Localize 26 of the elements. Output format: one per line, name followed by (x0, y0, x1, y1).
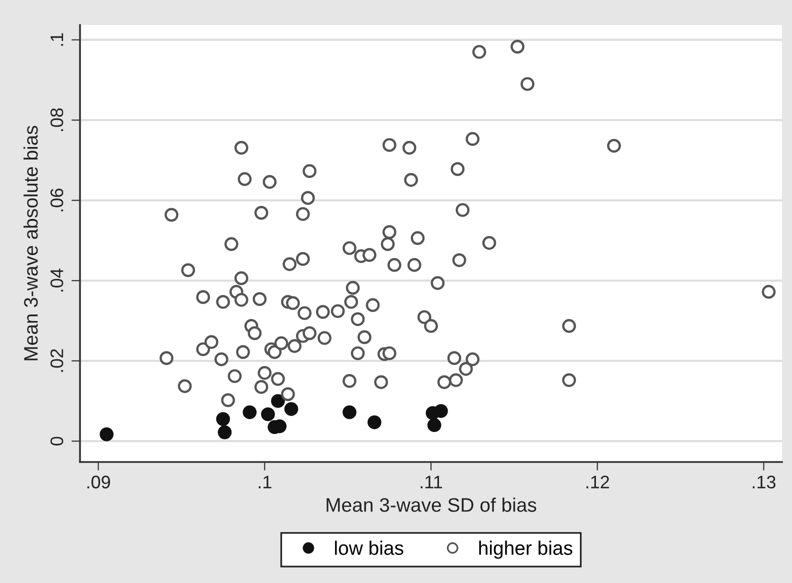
point (271, 394, 285, 408)
y-tick-label: 0 (50, 436, 64, 446)
y-axis-title: Mean 3-wave absolute bias (24, 126, 38, 360)
y-tick-label: .08 (50, 108, 64, 132)
y-tick-label: .02 (50, 349, 64, 372)
point (242, 405, 257, 420)
y-tick-label: .1 (50, 33, 64, 46)
x-tick-label: .12 (586, 476, 609, 488)
x-tick-label: .09 (87, 476, 110, 488)
y-tick-label: .06 (50, 188, 64, 212)
point (218, 425, 232, 440)
legend-label: higher bias (479, 540, 572, 559)
y-tick-label: .04 (50, 268, 64, 292)
point (368, 415, 382, 430)
point (427, 418, 442, 432)
x-tick-label: .1 (258, 476, 272, 488)
x-tick-label: .13 (752, 476, 776, 488)
x-axis-title: Mean 3-wave SD of bias (326, 498, 536, 512)
legend-label: low bias (335, 540, 404, 555)
x-tick-label: .11 (420, 476, 442, 488)
point (261, 407, 275, 422)
point (434, 404, 448, 418)
point (284, 402, 298, 416)
point (216, 412, 230, 426)
point (342, 405, 356, 420)
point (100, 427, 114, 442)
